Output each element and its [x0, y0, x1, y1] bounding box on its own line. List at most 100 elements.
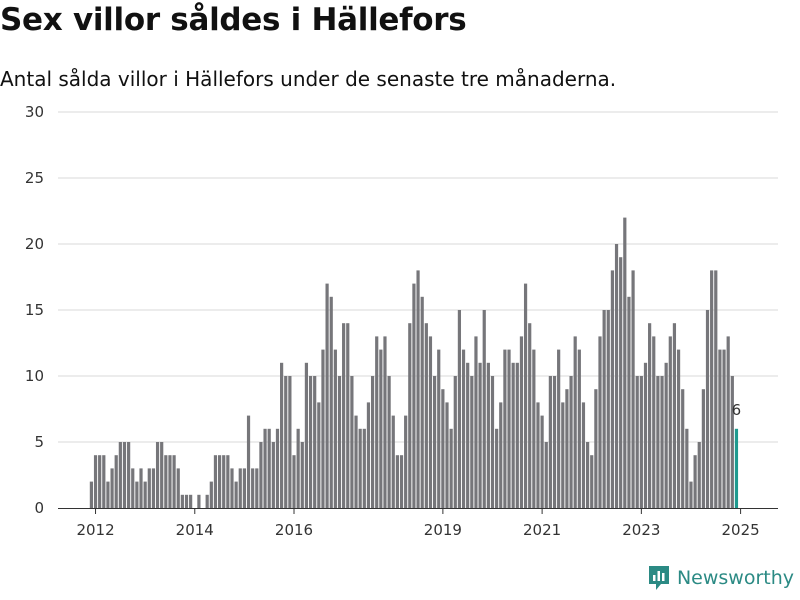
chart-title: Sex villor såldes i Hällefors: [0, 2, 467, 38]
bar: [507, 349, 511, 508]
x-tick-label: 2012: [76, 521, 114, 539]
bar: [428, 336, 433, 508]
bar: [213, 455, 218, 508]
bar: [391, 415, 395, 508]
bar: [705, 310, 710, 508]
bar: [98, 455, 102, 508]
bar: [164, 455, 168, 508]
bar: [569, 376, 573, 508]
bar: [602, 310, 606, 508]
bar: [242, 468, 246, 508]
y-tick-label: 10: [25, 367, 44, 385]
bar: [586, 442, 590, 508]
y-tick-label: 25: [25, 169, 44, 187]
bar: [143, 481, 147, 508]
bar: [147, 468, 151, 508]
bar: [631, 270, 635, 508]
x-tick-label: 2019: [424, 521, 462, 539]
bar: [325, 283, 329, 508]
bar: [457, 310, 462, 508]
bar: [552, 376, 557, 508]
bar: [648, 323, 652, 508]
bar: [284, 376, 288, 508]
bar: [127, 442, 131, 508]
bar: [168, 455, 172, 508]
bar: [333, 349, 337, 508]
bar: [544, 442, 548, 508]
bar: [668, 336, 672, 508]
bar: [482, 310, 486, 508]
bar: [474, 336, 478, 508]
bar: [478, 362, 482, 508]
bar: [565, 389, 569, 508]
bar: [383, 336, 387, 508]
bar: [528, 323, 532, 508]
bar: [205, 494, 209, 508]
bar: [614, 244, 619, 508]
x-tick-label: 2023: [622, 521, 660, 539]
bar: [697, 442, 701, 508]
bar: [590, 455, 594, 508]
bar: [131, 468, 135, 508]
bar: [437, 349, 441, 508]
bar: [321, 349, 325, 508]
bar: [594, 389, 598, 508]
bar: [495, 428, 499, 508]
bar: [511, 362, 515, 508]
bar: [449, 428, 453, 508]
bar: [420, 296, 424, 508]
bar: [701, 389, 705, 508]
x-tick-label: 2025: [722, 521, 760, 539]
bar: [259, 442, 263, 508]
bar: [503, 349, 507, 508]
bar: [197, 494, 201, 508]
bar: [693, 455, 697, 508]
bar: [234, 481, 238, 508]
bar: [189, 494, 193, 508]
y-tick-label: 0: [34, 499, 44, 517]
bar: [540, 415, 544, 508]
bar: [172, 455, 176, 508]
chart-subtitle: Antal sålda villor i Hällefors under de …: [0, 67, 617, 91]
bar: [354, 415, 358, 508]
bar: [263, 428, 267, 508]
bar: [184, 494, 189, 508]
bar: [557, 349, 561, 508]
bar: [155, 442, 160, 508]
bar: [366, 402, 371, 508]
bar: [379, 349, 383, 508]
bar: [222, 455, 226, 508]
x-tick-label: 2016: [275, 521, 313, 539]
bar: [643, 362, 648, 508]
bar: [89, 481, 93, 508]
bar: [470, 376, 474, 508]
bar: [639, 376, 643, 508]
bar: [342, 323, 346, 508]
bar: [151, 468, 156, 508]
bar: [226, 455, 230, 508]
bar: [102, 455, 106, 508]
bar: [627, 296, 631, 508]
bar: [490, 376, 495, 508]
x-tick-label: 2014: [176, 521, 214, 539]
bar: [176, 468, 180, 508]
bar: [532, 349, 536, 508]
bar: [280, 362, 284, 508]
y-tick-label: 15: [25, 301, 44, 319]
bar: [139, 468, 143, 508]
x-tick-label: 2021: [523, 521, 561, 539]
bar: [610, 270, 615, 508]
bar: [160, 442, 164, 508]
bar: [370, 376, 375, 508]
bar: [255, 468, 259, 508]
bar: [548, 376, 552, 508]
bar: [387, 376, 391, 508]
bar: [656, 376, 660, 508]
bar: [313, 376, 317, 508]
bar: [106, 481, 110, 508]
bar: [486, 362, 490, 508]
bar: [275, 428, 280, 508]
bar: [308, 376, 313, 508]
